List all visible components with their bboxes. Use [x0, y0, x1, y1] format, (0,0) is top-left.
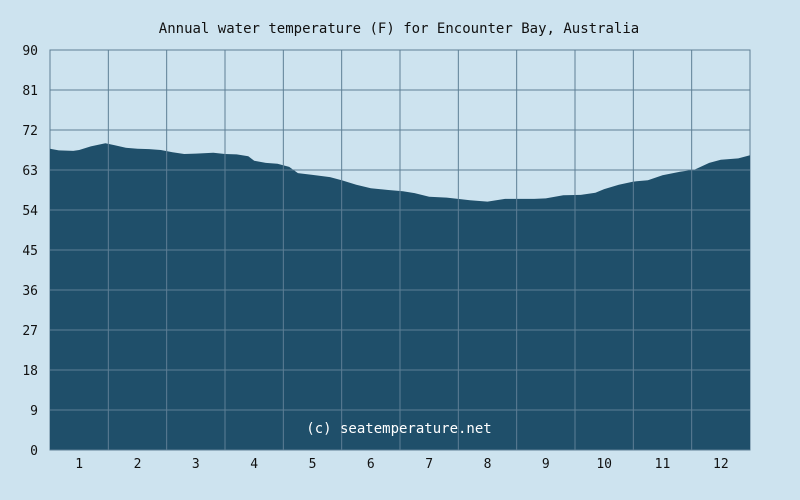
y-tick-label: 18: [22, 364, 38, 379]
y-tick-label: 9: [30, 404, 38, 419]
y-tick-label: 36: [22, 284, 38, 299]
x-tick-label: 7: [425, 457, 433, 472]
x-tick-label: 3: [192, 457, 200, 472]
x-axis-ticks: 1 2 3 4 5 6 7 8 9 10 11 12: [75, 457, 728, 472]
x-tick-label: 1: [75, 457, 83, 472]
y-tick-label: 63: [22, 164, 38, 179]
grid-lines: [50, 49, 750, 451]
y-tick-label: 81: [22, 84, 38, 99]
y-tick-label: 27: [22, 324, 38, 339]
chart-title: Annual water temperature (F) for Encount…: [159, 21, 639, 37]
y-tick-label: 54: [22, 204, 38, 219]
y-tick-label: 72: [22, 124, 38, 139]
x-tick-label: 11: [655, 457, 671, 472]
x-tick-label: 4: [250, 457, 258, 472]
y-tick-label: 90: [22, 44, 38, 59]
credit-text: (c) seatemperature.net: [306, 421, 491, 437]
x-tick-label: 5: [309, 457, 317, 472]
x-tick-label: 2: [134, 457, 142, 472]
x-tick-label: 9: [542, 457, 550, 472]
y-tick-label: 0: [30, 444, 38, 459]
x-tick-label: 10: [596, 457, 612, 472]
x-tick-label: 6: [367, 457, 375, 472]
y-tick-label: 45: [22, 244, 38, 259]
y-axis-ticks: 0 9 18 27 36 45 54 63 72 81 90: [22, 44, 38, 459]
x-tick-label: 12: [713, 457, 729, 472]
x-tick-label: 8: [484, 457, 492, 472]
